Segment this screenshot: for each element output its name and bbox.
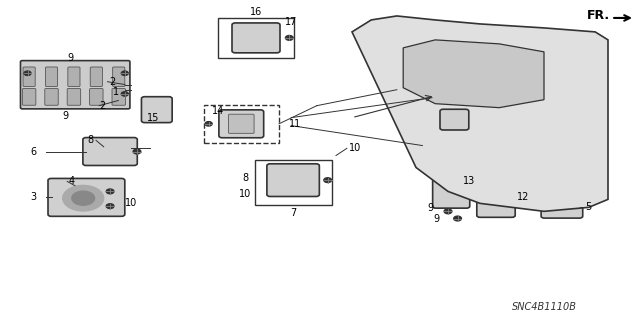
Circle shape [324,178,332,182]
Text: 5: 5 [586,202,592,211]
FancyBboxPatch shape [440,109,468,130]
Text: 10: 10 [125,197,138,208]
Text: 2: 2 [99,101,106,111]
Circle shape [63,185,104,211]
Text: 8: 8 [88,135,94,145]
FancyBboxPatch shape [232,23,280,53]
FancyBboxPatch shape [48,178,125,216]
Circle shape [444,209,452,214]
Polygon shape [403,40,544,108]
Text: 16: 16 [250,7,262,17]
FancyBboxPatch shape [22,88,36,105]
Text: 15: 15 [147,113,160,122]
Circle shape [454,216,461,221]
FancyBboxPatch shape [112,88,125,105]
Text: 9: 9 [67,53,74,63]
Circle shape [106,189,114,194]
Circle shape [72,191,95,205]
FancyBboxPatch shape [541,195,582,218]
Bar [255,160,332,205]
Circle shape [106,204,114,209]
Text: 14: 14 [211,106,224,116]
Text: 10: 10 [239,189,252,199]
Circle shape [122,71,128,76]
FancyBboxPatch shape [90,67,102,86]
Text: 2: 2 [109,77,115,87]
Text: 11: 11 [289,119,301,129]
Polygon shape [352,16,608,211]
FancyBboxPatch shape [477,177,515,217]
FancyBboxPatch shape [267,164,319,197]
FancyBboxPatch shape [45,88,58,105]
Bar [218,18,294,58]
Text: 12: 12 [516,192,529,202]
Circle shape [24,71,31,76]
Bar [204,105,279,143]
Text: 17: 17 [285,17,298,27]
Text: 9: 9 [433,213,440,224]
FancyBboxPatch shape [90,88,103,105]
FancyBboxPatch shape [113,67,125,86]
FancyBboxPatch shape [83,137,138,166]
FancyBboxPatch shape [219,110,264,138]
Circle shape [133,149,141,154]
Circle shape [205,122,212,126]
FancyBboxPatch shape [20,61,130,109]
Circle shape [122,92,128,96]
Text: 10: 10 [349,143,362,153]
Text: 9: 9 [427,203,433,213]
Text: 13: 13 [463,176,476,186]
FancyBboxPatch shape [228,114,254,133]
FancyBboxPatch shape [68,67,80,86]
Text: FR.: FR. [587,10,610,22]
Text: 1: 1 [113,87,120,97]
Text: SNC4B1110B: SNC4B1110B [511,302,577,312]
FancyBboxPatch shape [67,88,81,105]
FancyBboxPatch shape [433,168,470,208]
FancyBboxPatch shape [23,67,35,86]
Text: 4: 4 [68,176,75,186]
FancyBboxPatch shape [45,67,58,86]
Text: 9: 9 [62,111,68,122]
FancyArrowPatch shape [614,15,630,21]
Text: 6: 6 [30,146,36,157]
Circle shape [285,35,293,40]
FancyBboxPatch shape [141,97,172,122]
Text: 8: 8 [242,173,248,183]
Text: 7: 7 [290,208,296,218]
Text: 3: 3 [30,192,36,202]
